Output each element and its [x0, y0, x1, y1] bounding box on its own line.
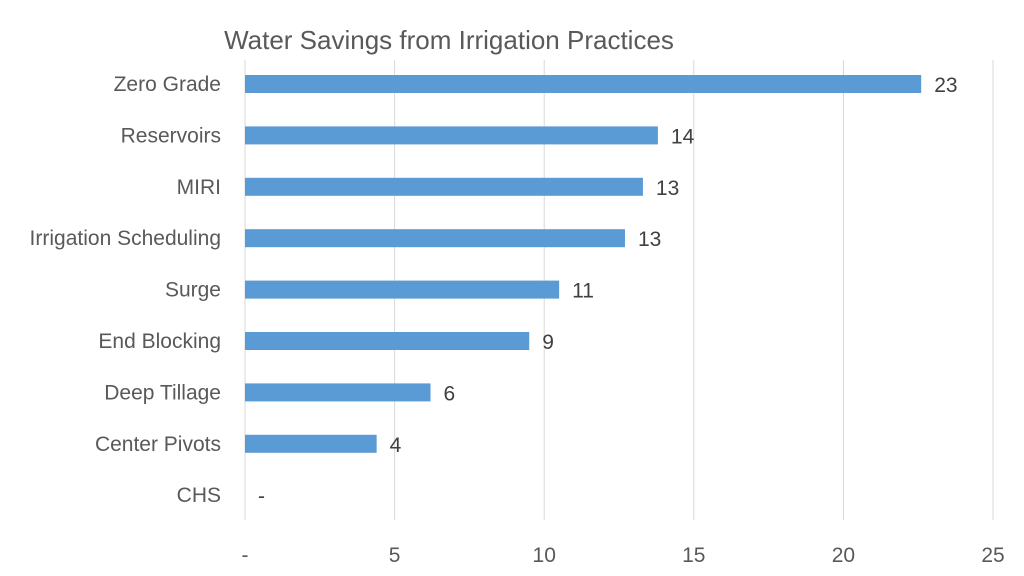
chart-title: Water Savings from Irrigation Practices — [224, 25, 674, 55]
category-label: End Blocking — [98, 330, 221, 353]
data-label: 14 — [671, 125, 695, 148]
data-label: - — [258, 485, 265, 508]
category-label: Irrigation Scheduling — [30, 227, 221, 250]
bar — [245, 280, 560, 299]
data-label: 4 — [390, 434, 402, 457]
data-label: 9 — [542, 331, 554, 354]
category-label: CHS — [177, 484, 221, 507]
category-label: MIRI — [177, 176, 221, 199]
bar — [245, 177, 643, 196]
x-tick-label: 20 — [832, 544, 855, 567]
category-label: Zero Grade — [114, 73, 221, 96]
category-label: Surge — [165, 279, 221, 302]
data-label: 23 — [934, 74, 957, 97]
category-label: Deep Tillage — [104, 381, 221, 404]
bar — [245, 434, 377, 453]
bar — [245, 332, 530, 350]
x-tick-label: - — [242, 544, 249, 567]
bar — [245, 383, 431, 402]
data-label: 11 — [572, 280, 594, 303]
category-label: Reservoirs — [121, 124, 221, 147]
bar — [245, 229, 625, 248]
category-label: Center Pivots — [95, 433, 221, 456]
bar — [245, 75, 922, 93]
data-label: 13 — [638, 228, 661, 251]
data-label: 13 — [656, 177, 679, 200]
x-tick-label: 5 — [389, 544, 401, 567]
data-label: 6 — [444, 382, 456, 405]
x-tick-label: 15 — [682, 544, 705, 567]
bar — [245, 126, 658, 145]
x-tick-label: 10 — [533, 544, 556, 567]
x-tick-label: 25 — [981, 544, 1004, 567]
